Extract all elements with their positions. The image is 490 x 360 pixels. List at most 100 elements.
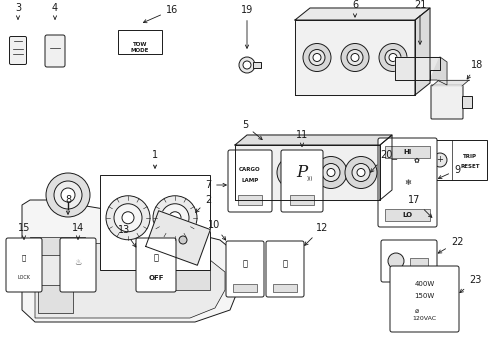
Bar bbox=[100, 175, 210, 270]
Text: HI: HI bbox=[403, 149, 412, 155]
Text: 💡: 💡 bbox=[243, 259, 247, 268]
Circle shape bbox=[239, 157, 271, 189]
Circle shape bbox=[179, 236, 187, 244]
Text: LO: LO bbox=[402, 212, 413, 218]
Bar bbox=[30, 237, 85, 255]
FancyBboxPatch shape bbox=[431, 85, 463, 119]
Text: ♨: ♨ bbox=[74, 258, 82, 267]
FancyBboxPatch shape bbox=[45, 35, 65, 67]
Text: +: + bbox=[437, 156, 443, 165]
Circle shape bbox=[243, 61, 251, 69]
Text: 🔆: 🔆 bbox=[283, 259, 288, 268]
Circle shape bbox=[61, 188, 75, 202]
Circle shape bbox=[303, 44, 331, 72]
Bar bbox=[462, 96, 472, 108]
Circle shape bbox=[363, 153, 373, 163]
Polygon shape bbox=[430, 57, 447, 85]
Text: CARGO: CARGO bbox=[239, 167, 261, 172]
Bar bbox=[385, 146, 430, 158]
Polygon shape bbox=[295, 8, 430, 20]
FancyBboxPatch shape bbox=[228, 150, 272, 212]
Text: 11: 11 bbox=[296, 130, 308, 146]
FancyBboxPatch shape bbox=[60, 238, 96, 292]
Text: 16: 16 bbox=[144, 5, 178, 23]
Circle shape bbox=[387, 153, 401, 167]
Bar bbox=[382, 140, 487, 180]
Text: 10: 10 bbox=[208, 220, 226, 240]
FancyBboxPatch shape bbox=[381, 240, 437, 282]
Text: 150W: 150W bbox=[415, 293, 435, 299]
Text: 15: 15 bbox=[18, 223, 30, 239]
Text: RESET: RESET bbox=[460, 163, 480, 168]
Circle shape bbox=[313, 54, 321, 62]
Circle shape bbox=[345, 157, 377, 189]
Bar bbox=[410, 258, 428, 272]
Circle shape bbox=[389, 54, 397, 62]
Text: 2: 2 bbox=[196, 195, 211, 212]
PathPatch shape bbox=[22, 200, 238, 322]
Text: 7: 7 bbox=[205, 180, 226, 190]
FancyBboxPatch shape bbox=[226, 241, 264, 297]
Circle shape bbox=[352, 163, 370, 181]
Text: 14: 14 bbox=[72, 223, 84, 239]
FancyBboxPatch shape bbox=[136, 238, 176, 292]
Bar bbox=[38, 285, 73, 313]
Text: TOW: TOW bbox=[133, 41, 147, 46]
Bar bbox=[273, 284, 297, 292]
Circle shape bbox=[239, 57, 255, 73]
Circle shape bbox=[277, 157, 309, 189]
FancyBboxPatch shape bbox=[281, 150, 323, 212]
Circle shape bbox=[327, 168, 335, 176]
Bar bbox=[118, 30, 162, 54]
Circle shape bbox=[289, 168, 297, 176]
Text: 400W: 400W bbox=[415, 280, 435, 287]
FancyBboxPatch shape bbox=[390, 266, 459, 332]
Circle shape bbox=[351, 54, 359, 62]
Circle shape bbox=[379, 44, 407, 72]
Circle shape bbox=[315, 157, 347, 189]
Text: LOCK: LOCK bbox=[18, 275, 30, 280]
Circle shape bbox=[350, 140, 386, 176]
Text: 23: 23 bbox=[460, 275, 481, 293]
Bar bbox=[385, 209, 430, 221]
Bar bbox=[165, 260, 210, 290]
Circle shape bbox=[309, 49, 325, 66]
Text: OFF: OFF bbox=[148, 274, 164, 280]
Bar bbox=[253, 62, 261, 68]
Text: ✿: ✿ bbox=[414, 157, 420, 163]
Circle shape bbox=[169, 212, 181, 224]
Bar bbox=[233, 284, 257, 292]
Polygon shape bbox=[395, 57, 440, 80]
Text: ❄: ❄ bbox=[404, 178, 411, 187]
Circle shape bbox=[357, 168, 365, 176]
Circle shape bbox=[433, 153, 447, 167]
Circle shape bbox=[161, 204, 189, 232]
Circle shape bbox=[54, 181, 82, 209]
Circle shape bbox=[388, 253, 404, 269]
Text: 6: 6 bbox=[352, 0, 358, 17]
Polygon shape bbox=[146, 211, 210, 265]
Text: 12: 12 bbox=[305, 223, 328, 246]
Circle shape bbox=[153, 196, 197, 240]
Text: 1: 1 bbox=[152, 150, 158, 168]
FancyBboxPatch shape bbox=[266, 241, 304, 297]
Circle shape bbox=[251, 168, 259, 176]
Text: 8: 8 bbox=[65, 195, 71, 214]
Circle shape bbox=[246, 163, 264, 181]
Text: 20: 20 bbox=[370, 150, 392, 172]
FancyBboxPatch shape bbox=[9, 36, 26, 64]
Polygon shape bbox=[235, 145, 380, 200]
FancyBboxPatch shape bbox=[6, 238, 42, 292]
PathPatch shape bbox=[35, 242, 225, 318]
Polygon shape bbox=[295, 20, 415, 95]
Bar bbox=[238, 195, 262, 205]
Text: 22: 22 bbox=[438, 237, 463, 253]
Bar bbox=[290, 195, 314, 205]
Text: 120VAC: 120VAC bbox=[413, 316, 437, 321]
Text: 🔒: 🔒 bbox=[22, 254, 26, 261]
Text: MODE: MODE bbox=[131, 49, 149, 54]
Circle shape bbox=[385, 49, 401, 66]
Circle shape bbox=[322, 163, 340, 181]
Text: ))): ))) bbox=[306, 176, 313, 181]
Circle shape bbox=[284, 163, 302, 181]
